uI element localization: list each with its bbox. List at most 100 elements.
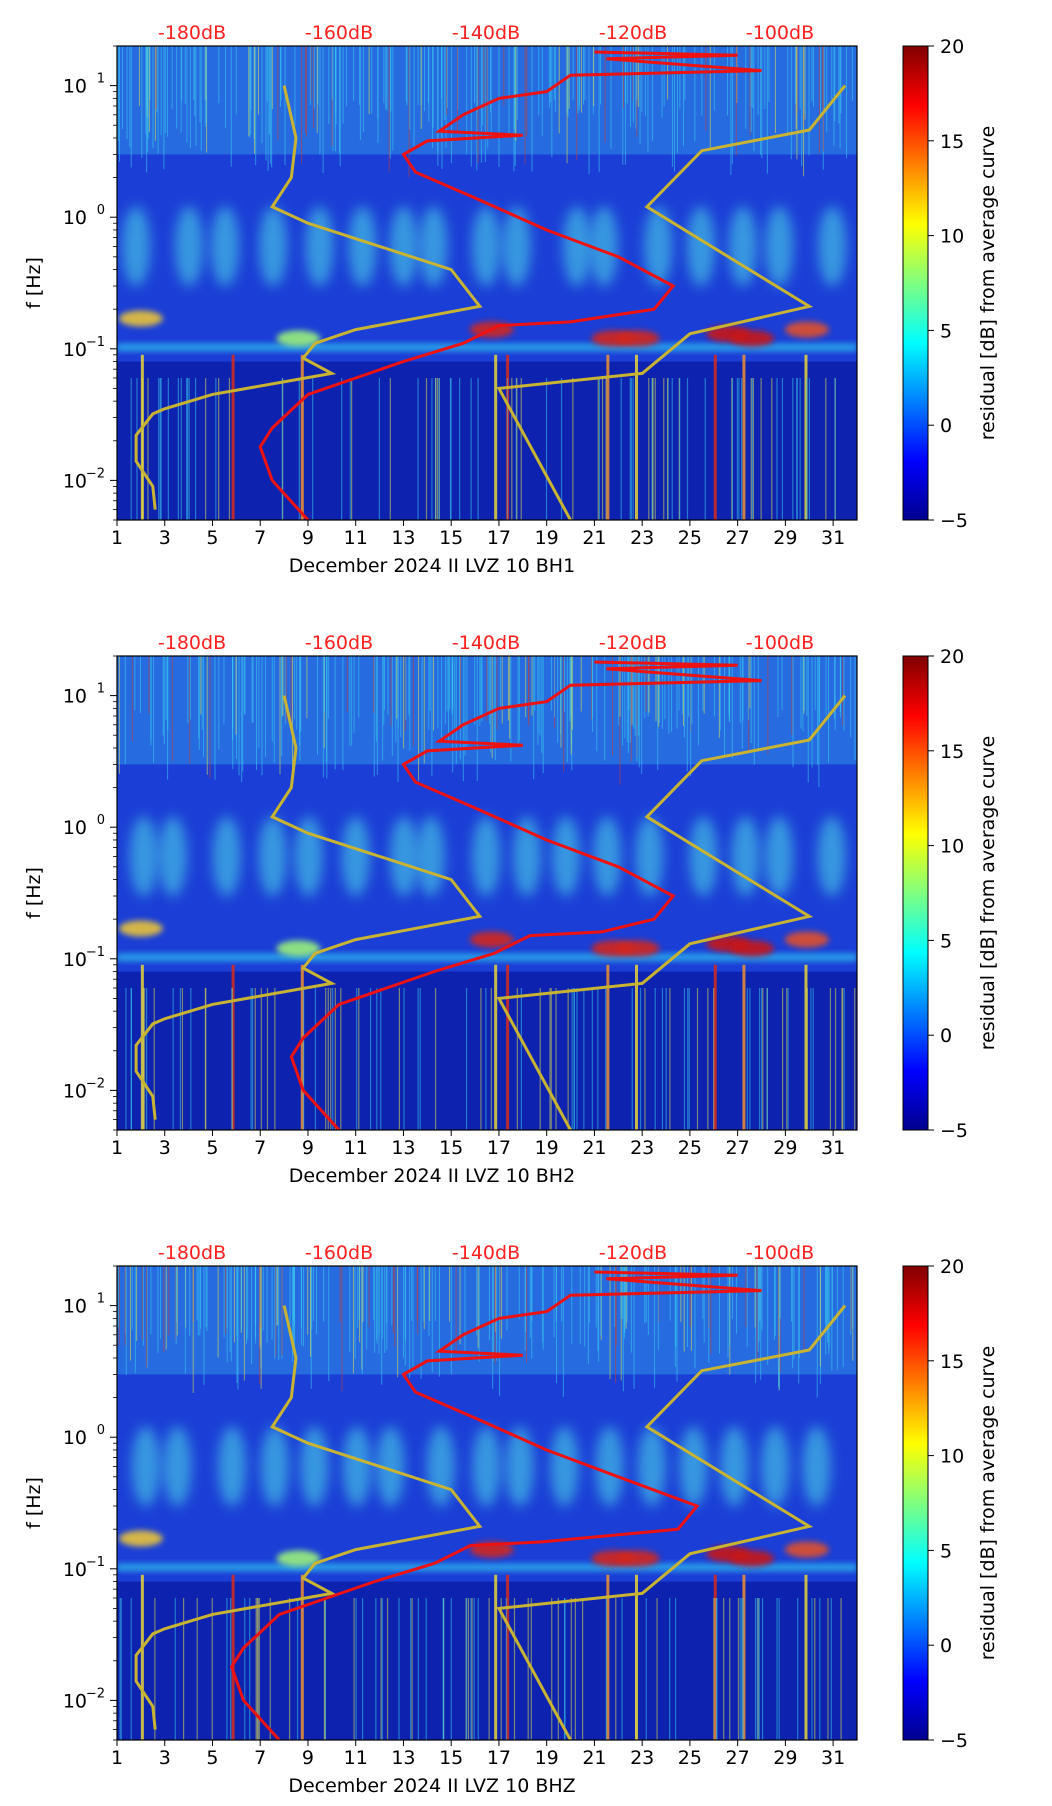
colorbar-tick-label: −5 xyxy=(940,510,968,532)
x-tick-label: 9 xyxy=(302,1137,314,1159)
y-tick-exponent: 0 xyxy=(97,203,105,218)
x-tick-label: 1 xyxy=(111,1747,123,1769)
x-tick-label: 25 xyxy=(678,1747,702,1769)
x-tick-label: 15 xyxy=(439,527,463,549)
x-tick-label: 21 xyxy=(582,1137,606,1159)
y-tick-exponent: 1 xyxy=(97,1292,105,1307)
x-tick-label: 9 xyxy=(302,1747,314,1769)
x-tick-label: 29 xyxy=(773,527,797,549)
y-tick-exponent: 1 xyxy=(97,682,105,697)
y-tick-label: 10 xyxy=(63,470,87,492)
db-axis-label: -140dB xyxy=(452,22,520,44)
y-tick-label: 10 xyxy=(63,949,87,971)
plot-frame xyxy=(116,655,858,1131)
x-tick-label: 19 xyxy=(535,1137,559,1159)
x-tick-label: 5 xyxy=(206,1747,218,1769)
colorbar-tick-label: 10 xyxy=(940,836,964,858)
x-tick-label: 23 xyxy=(630,1137,654,1159)
colorbar-tick-label: 20 xyxy=(940,1256,964,1278)
x-tick-label: 21 xyxy=(582,527,606,549)
low-noise-model-curve xyxy=(134,695,483,1120)
low-noise-model-curve xyxy=(134,1305,483,1730)
db-axis-label: -160dB xyxy=(305,1242,373,1264)
colorbar-tick-label: 5 xyxy=(940,320,952,342)
x-tick-label: 13 xyxy=(391,527,415,549)
median-psd-curve xyxy=(258,50,762,520)
x-axis-label: December 2024 II LVZ 10 BH2 xyxy=(289,1165,575,1187)
y-tick-label: 10 xyxy=(63,339,87,361)
x-tick-label: 21 xyxy=(582,1747,606,1769)
plot-frame xyxy=(116,1265,858,1741)
x-tick-label: 11 xyxy=(344,527,368,549)
spectrogram-image xyxy=(117,46,857,520)
db-axis-label: -180dB xyxy=(158,632,226,654)
x-tick-label: 5 xyxy=(206,1137,218,1159)
y-tick-exponent: 0 xyxy=(97,1423,105,1438)
x-tick-label: 11 xyxy=(344,1747,368,1769)
db-axis-label: -120dB xyxy=(599,1242,667,1264)
colorbar-tick-label: 0 xyxy=(940,415,952,437)
spectrogram-image xyxy=(117,1266,857,1740)
y-tick-exponent: −2 xyxy=(86,1076,105,1091)
x-tick-label: 23 xyxy=(630,527,654,549)
colorbar-tick-label: 15 xyxy=(940,741,964,763)
x-tick-label: 25 xyxy=(678,1137,702,1159)
db-axis-label: -140dB xyxy=(452,632,520,654)
x-axis-label: December 2024 II LVZ 10 BH1 xyxy=(289,555,575,577)
colorbar-tick-label: 15 xyxy=(940,131,964,153)
colorbar-label: residual [dB] from average curve xyxy=(977,126,999,441)
spectrogram-image xyxy=(117,656,857,1130)
colorbar-tick-label: −5 xyxy=(940,1120,968,1142)
y-tick-exponent: −2 xyxy=(86,1686,105,1701)
db-axis-label: -120dB xyxy=(599,632,667,654)
colorbar-tick-label: −5 xyxy=(940,1730,968,1752)
x-tick-label: 7 xyxy=(254,1137,266,1159)
x-tick-label: 17 xyxy=(487,1137,511,1159)
colorbar-tick-label: 10 xyxy=(940,226,964,248)
y-axis-label: f [Hz] xyxy=(23,867,45,919)
colorbar-tick-label: 20 xyxy=(940,36,964,58)
colorbar-label: residual [dB] from average curve xyxy=(977,1346,999,1661)
x-tick-label: 13 xyxy=(391,1137,415,1159)
x-tick-label: 31 xyxy=(821,1137,845,1159)
median-psd-curve xyxy=(289,660,762,1130)
x-tick-label: 31 xyxy=(821,527,845,549)
colorbar-tick-label: 0 xyxy=(940,1025,952,1047)
x-tick-label: 19 xyxy=(535,527,559,549)
y-axis-label: f [Hz] xyxy=(23,1477,45,1529)
x-tick-label: 5 xyxy=(206,527,218,549)
x-tick-label: 3 xyxy=(159,1747,171,1769)
high-noise-model-curve xyxy=(496,84,847,520)
x-tick-label: 19 xyxy=(535,1747,559,1769)
x-tick-label: 31 xyxy=(821,1747,845,1769)
x-tick-label: 1 xyxy=(111,1137,123,1159)
high-noise-model-curve xyxy=(496,1304,847,1740)
plot-frame xyxy=(116,45,858,521)
colorbar-tick-label: 15 xyxy=(940,1351,964,1373)
colorbar-tick-label: 0 xyxy=(940,1635,952,1657)
y-tick-label: 10 xyxy=(63,207,87,229)
colorbar: 20 15 10 5 0 −5 residual [dB] from average cur… xyxy=(902,1256,999,1752)
db-axis-label: -160dB xyxy=(305,632,373,654)
y-tick-exponent: −1 xyxy=(86,945,105,960)
high-noise-model-curve xyxy=(496,694,847,1130)
y-tick-exponent: 1 xyxy=(97,72,105,87)
y-tick-label: 10 xyxy=(63,686,87,708)
colorbar: 20 15 10 5 0 −5 residual [dB] from average cur… xyxy=(902,646,999,1142)
db-axis-label: -180dB xyxy=(158,22,226,44)
db-axis-label: -120dB xyxy=(599,22,667,44)
y-tick-label: 10 xyxy=(63,1080,87,1102)
x-tick-label: 29 xyxy=(773,1747,797,1769)
x-tick-label: 7 xyxy=(254,527,266,549)
x-tick-label: 15 xyxy=(439,1747,463,1769)
y-tick-exponent: −2 xyxy=(86,466,105,481)
colorbar-tick-label: 20 xyxy=(940,646,964,668)
y-tick-label: 10 xyxy=(63,1296,87,1318)
y-tick-label: 10 xyxy=(63,1427,87,1449)
y-tick-label: 10 xyxy=(63,1559,87,1581)
db-axis-label: -160dB xyxy=(305,22,373,44)
y-tick-exponent: −1 xyxy=(86,335,105,350)
